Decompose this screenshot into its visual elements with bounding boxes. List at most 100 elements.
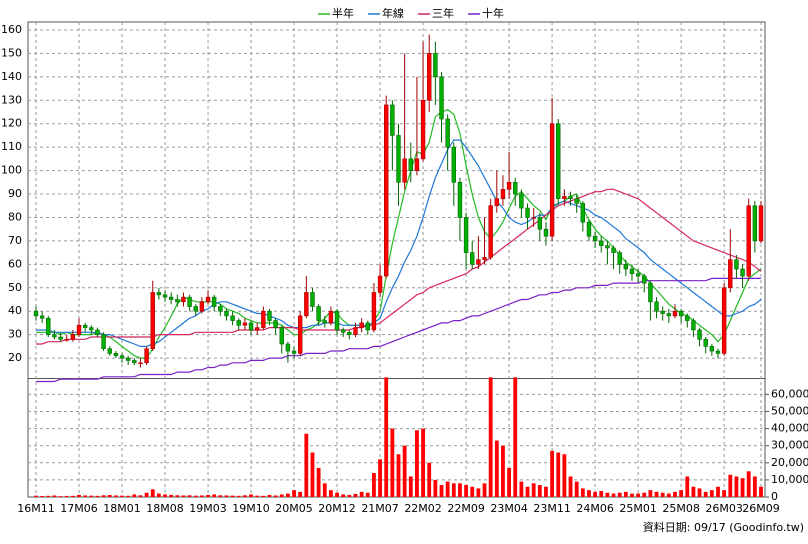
volume-bar	[439, 485, 444, 497]
candle-body	[549, 123, 555, 237]
x-tick-label: 26M03	[705, 502, 743, 515]
volume-bar	[95, 495, 100, 497]
x-tick-label: 25M01	[619, 502, 657, 515]
y2-tick-label: 30,000	[771, 439, 808, 452]
x-tick-label: 26M09	[742, 502, 780, 515]
volume-bar	[722, 490, 727, 497]
volume-bar	[156, 493, 161, 497]
volume-bar	[415, 430, 419, 497]
candle-body	[242, 322, 248, 326]
volume-bar	[120, 495, 124, 497]
candle-body	[556, 123, 561, 200]
volume-bar	[470, 486, 475, 497]
candle-body	[586, 221, 592, 237]
volume-bar	[734, 476, 739, 497]
volume-bar	[673, 491, 677, 497]
legend-label: 年線	[382, 6, 404, 20]
volume-bar	[101, 495, 106, 497]
candle-body	[236, 320, 241, 326]
volume-bar	[255, 495, 260, 497]
candle-body	[119, 355, 125, 359]
volume-bar	[70, 495, 75, 497]
candle-body	[592, 235, 598, 242]
volume-bar	[636, 493, 641, 497]
candle-body	[666, 313, 672, 317]
candle-body	[199, 301, 205, 312]
volume-bar	[298, 491, 303, 497]
candle-body	[138, 362, 143, 365]
x-tick-label: 22M09	[447, 502, 485, 515]
volume-bar	[550, 450, 555, 497]
candle-body	[347, 331, 352, 335]
volume-bar	[580, 488, 585, 497]
volume-bar	[193, 495, 198, 497]
volume-bar	[445, 481, 450, 497]
volume-bar	[525, 486, 530, 497]
volume-bar	[427, 462, 432, 497]
x-tick-label: 20M05	[275, 502, 313, 515]
volume-bar	[654, 491, 659, 497]
volume-bar	[242, 495, 247, 497]
candle-body	[322, 320, 327, 324]
volume-bar	[163, 494, 167, 497]
volume-bar	[52, 495, 57, 497]
candle-body	[623, 264, 629, 270]
volume-bar	[113, 495, 118, 497]
volume-bar	[568, 476, 573, 497]
candle-body	[420, 99, 426, 160]
ma-line	[36, 139, 762, 347]
candle-body	[334, 310, 340, 331]
y2-tick-label: 40,000	[771, 422, 808, 435]
volume-bar	[648, 490, 653, 497]
candle-body	[150, 292, 155, 350]
candle-body	[70, 334, 76, 340]
candle-body	[310, 292, 315, 307]
candle-body	[58, 336, 63, 340]
legend-label: 十年	[482, 6, 504, 20]
candle-body	[531, 217, 536, 219]
candle-body	[377, 275, 383, 293]
y2-tick-label: 50,000	[771, 404, 808, 417]
volume-bar	[390, 428, 395, 497]
volume-bar	[378, 459, 382, 497]
candle-body	[574, 198, 579, 204]
candle-body	[76, 324, 82, 335]
candle-body	[642, 275, 647, 284]
candle-body	[285, 343, 291, 352]
candle-body	[740, 268, 745, 277]
volume-bar	[507, 467, 511, 497]
source-note: 資料日期: 09/17 (Goodinfo.tw)	[643, 520, 804, 534]
volume-bar	[132, 494, 137, 497]
volume-bar	[150, 489, 155, 497]
candle-body	[39, 315, 45, 319]
candle-body	[691, 320, 696, 331]
volume-bar	[347, 494, 352, 497]
candle-body	[193, 306, 198, 312]
candle-body	[543, 228, 549, 237]
volume-bar	[286, 493, 290, 497]
candle-body	[519, 193, 524, 209]
y-tick-label: 140	[1, 70, 22, 83]
candle-body	[672, 310, 678, 317]
candle-body	[230, 315, 235, 321]
candle-body	[304, 292, 309, 317]
y-tick-label: 20	[8, 351, 22, 364]
x-tick-label: 24M06	[576, 502, 614, 515]
volume-bar	[408, 476, 413, 497]
candle-body	[537, 217, 543, 230]
candle-body	[678, 310, 684, 317]
volume-bar	[396, 454, 401, 497]
volume-bar	[273, 495, 278, 497]
candle-body	[175, 299, 180, 303]
candle-body	[359, 322, 364, 328]
volume-bar	[322, 483, 327, 497]
volume-bar	[728, 474, 733, 497]
x-tick-label: 22M02	[404, 502, 442, 515]
y2-tick-label: 20,000	[771, 456, 808, 469]
candle-body	[132, 360, 137, 364]
volume-bar	[513, 377, 518, 497]
volume-bar	[679, 490, 684, 497]
volume-bar	[384, 377, 389, 497]
volume-bar	[458, 483, 462, 497]
volume-bar	[206, 494, 210, 497]
